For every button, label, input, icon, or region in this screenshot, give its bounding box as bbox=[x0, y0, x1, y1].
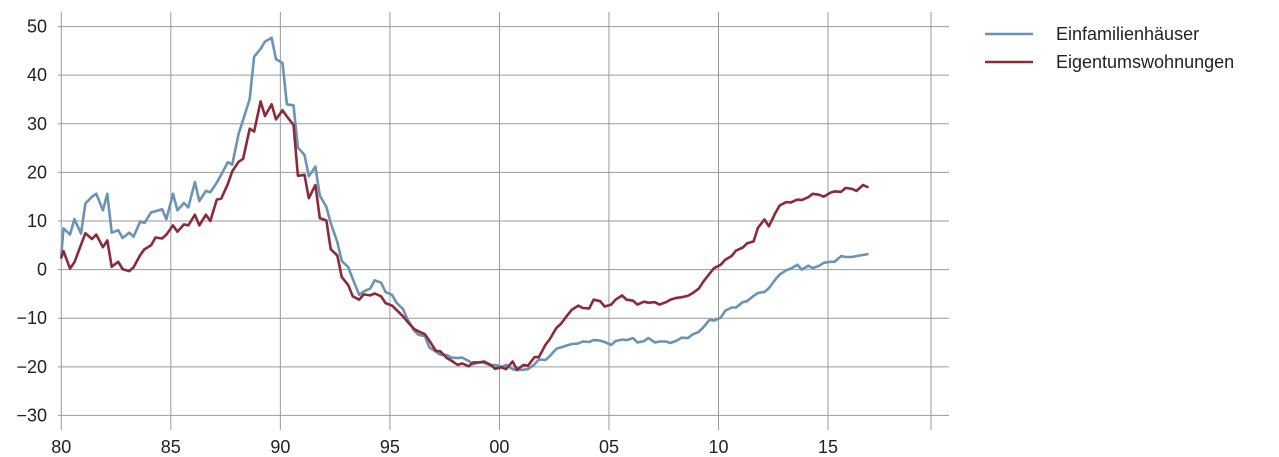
y-axis-tick-labels: 50 40 30 20 10 0 −10 −20 −30 bbox=[16, 17, 47, 426]
y-tick-label: 10 bbox=[27, 211, 47, 231]
series-line bbox=[60, 100, 869, 371]
x-tick-label: 85 bbox=[161, 437, 181, 457]
x-axis-tick-labels: 80 85 90 95 00 05 10 15 bbox=[51, 437, 838, 457]
x-tick-label: 00 bbox=[489, 437, 509, 457]
x-tick-label: 10 bbox=[708, 437, 728, 457]
legend-label: Einfamilienhäuser bbox=[1056, 24, 1199, 44]
x-tick-label: 90 bbox=[270, 437, 290, 457]
series-line bbox=[60, 36, 869, 372]
legend-label: Eigentumswohnungen bbox=[1056, 52, 1234, 72]
y-tick-label: 50 bbox=[27, 17, 47, 37]
x-tick-label: 95 bbox=[380, 437, 400, 457]
y-tick-label: 40 bbox=[27, 65, 47, 85]
x-tick-label: 05 bbox=[599, 437, 619, 457]
y-tick-label: −30 bbox=[16, 405, 47, 425]
series-lines bbox=[60, 36, 869, 372]
y-tick-label: −20 bbox=[16, 357, 47, 377]
x-tick-label: 15 bbox=[818, 437, 838, 457]
x-tick-label: 80 bbox=[51, 437, 71, 457]
legend: Einfamilienhäuser Eigentumswohnungen bbox=[985, 24, 1234, 72]
y-tick-label: 20 bbox=[27, 162, 47, 182]
y-tick-label: 0 bbox=[37, 260, 47, 280]
y-tick-label: −10 bbox=[16, 308, 47, 328]
y-tick-label: 30 bbox=[27, 114, 47, 134]
grid-lines bbox=[58, 12, 949, 430]
